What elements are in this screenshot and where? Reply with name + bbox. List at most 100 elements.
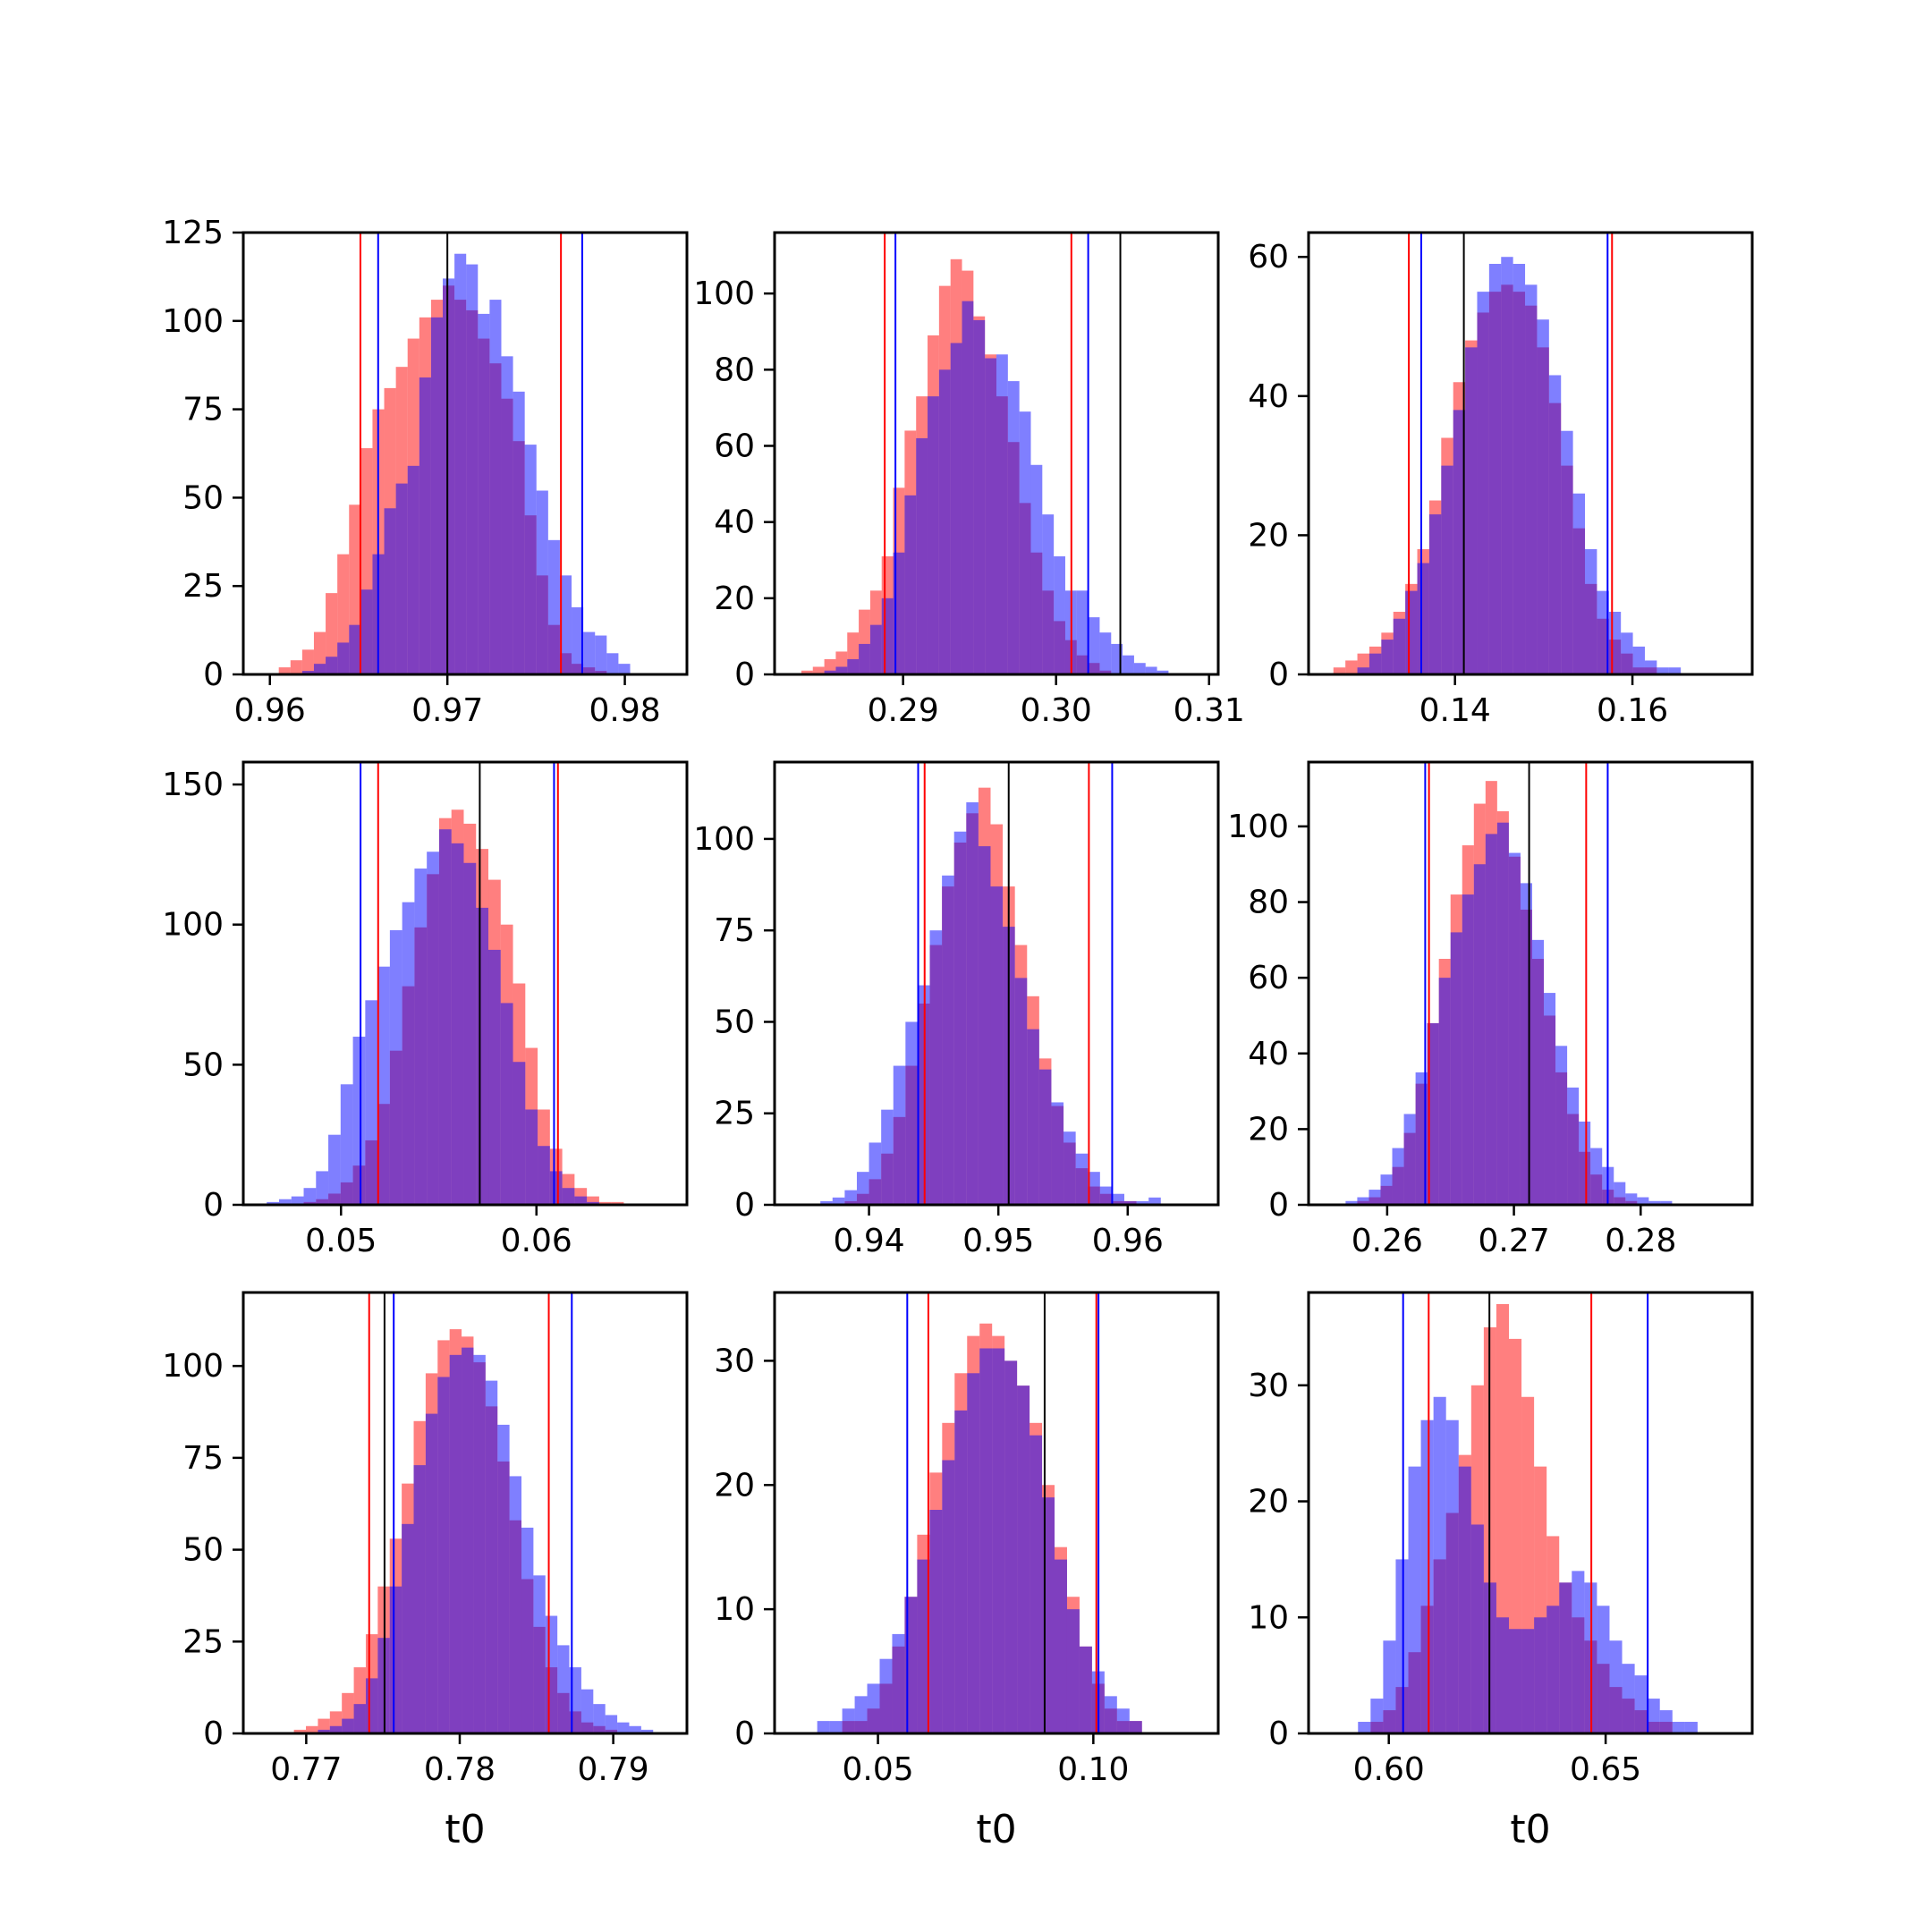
blue-histogram-bar bbox=[329, 1725, 343, 1733]
blue-histogram-bar bbox=[929, 930, 943, 1205]
x-tick-label: 0.10 bbox=[1057, 1751, 1129, 1788]
blue-histogram-bar bbox=[928, 396, 939, 674]
blue-histogram-bar bbox=[817, 1721, 830, 1733]
blue-histogram-bar bbox=[485, 1380, 498, 1733]
blue-histogram-bar bbox=[618, 664, 631, 674]
x-tick-label: 0.65 bbox=[1570, 1751, 1641, 1788]
blue-histogram-bar bbox=[1501, 257, 1513, 674]
x-tick-label: 0.06 bbox=[501, 1223, 572, 1259]
blue-histogram-bar bbox=[316, 1171, 329, 1205]
blue-histogram-bar bbox=[437, 1377, 450, 1733]
blue-histogram-bar bbox=[1525, 284, 1538, 674]
red-histogram-bar bbox=[598, 1201, 612, 1205]
blue-histogram-bar bbox=[985, 358, 996, 674]
blue-histogram-bar bbox=[1597, 1606, 1610, 1733]
blue-histogram-bar bbox=[869, 624, 882, 674]
blue-histogram-bar bbox=[389, 929, 402, 1205]
blue-histogram-bar bbox=[1358, 1722, 1371, 1733]
blue-histogram-bar bbox=[867, 1683, 880, 1733]
blue-histogram-bar bbox=[1054, 555, 1065, 674]
red-histogram-bar bbox=[301, 649, 314, 674]
blue-histogram-bar bbox=[869, 1142, 882, 1205]
y-tick-label: 25 bbox=[182, 1623, 224, 1660]
blue-histogram-bar bbox=[916, 437, 928, 674]
blue-histogram-bar bbox=[365, 1678, 378, 1734]
x-tick-label: 0.31 bbox=[1174, 692, 1245, 729]
blue-histogram-bar bbox=[1381, 640, 1394, 674]
blue-histogram-bar bbox=[842, 1708, 855, 1733]
red-histogram-bar bbox=[587, 1196, 599, 1205]
blue-histogram-bar bbox=[917, 985, 930, 1205]
blue-histogram-bar bbox=[953, 831, 967, 1205]
histogram-panel-8: 0.05 0.10 0 10 20 30 t0 bbox=[714, 1291, 1220, 1852]
blue-histogram-bar bbox=[395, 483, 408, 674]
y-tick-label: 100 bbox=[693, 821, 755, 858]
x-tick-label: 0.95 bbox=[962, 1223, 1034, 1259]
blue-histogram-bar bbox=[954, 1410, 968, 1733]
blue-histogram-bar bbox=[513, 1062, 526, 1205]
axes-frame bbox=[773, 231, 1220, 676]
blue-histogram-bar bbox=[413, 1465, 426, 1733]
y-tick-label: 0 bbox=[734, 1187, 755, 1224]
blue-histogram-bar bbox=[1148, 1197, 1161, 1205]
blue-histogram-bar bbox=[521, 1527, 534, 1733]
blue-histogram-bar bbox=[856, 1172, 869, 1205]
blue-histogram-bar bbox=[1357, 667, 1369, 674]
blue-histogram-bar bbox=[640, 1729, 654, 1733]
y-tick-label: 100 bbox=[162, 303, 224, 340]
y-tick-label: 75 bbox=[714, 912, 755, 949]
histogram-panel-9: 0.60 0.65 0 10 20 30 t0 bbox=[1248, 1291, 1754, 1852]
blue-histogram-bar bbox=[1124, 1200, 1137, 1205]
y-tick-label: 50 bbox=[714, 1004, 755, 1040]
x-tick-label: 0.05 bbox=[842, 1751, 913, 1788]
blue-series-bars bbox=[1358, 1396, 1698, 1733]
blue-histogram-bar bbox=[1544, 993, 1556, 1205]
histogram-panel-6: 0.26 0.27 0.28 0 20 40 60 80 100 bbox=[1227, 760, 1754, 1259]
blue-histogram-bar bbox=[1597, 590, 1609, 674]
blue-histogram-bar bbox=[1129, 1721, 1142, 1733]
blue-histogram-bar bbox=[1133, 663, 1146, 674]
blue-histogram-bar bbox=[595, 635, 607, 674]
blue-histogram-bar bbox=[1634, 1675, 1648, 1733]
blue-histogram-bar bbox=[1657, 667, 1669, 674]
blue-histogram-bar bbox=[929, 1510, 943, 1733]
y-tick-label: 40 bbox=[1248, 378, 1289, 415]
blue-histogram-bar bbox=[500, 1003, 513, 1205]
blue-histogram-bar bbox=[905, 1021, 918, 1205]
x-tick-label: 0.78 bbox=[424, 1751, 496, 1788]
histogram-panel-1: 0.96 0.97 0.98 0 25 50 75 100 125 bbox=[162, 215, 689, 729]
blue-histogram-bar bbox=[950, 343, 962, 674]
axes-frame bbox=[242, 1291, 689, 1735]
blue-histogram-bar bbox=[1572, 493, 1586, 674]
blue-histogram-bar bbox=[1513, 264, 1526, 674]
blue-histogram-bar bbox=[580, 1689, 594, 1733]
blue-histogram-bar bbox=[1112, 1193, 1125, 1205]
blue-histogram-bar bbox=[1357, 1197, 1369, 1205]
y-tick-label: 0 bbox=[203, 1187, 224, 1224]
y-tick-label: 50 bbox=[182, 1046, 224, 1083]
blue-histogram-bar bbox=[562, 1188, 575, 1205]
blue-histogram-bar bbox=[824, 670, 836, 674]
blue-histogram-bar bbox=[1383, 1640, 1396, 1733]
blue-histogram-bar bbox=[892, 1633, 905, 1733]
blue-histogram-bar bbox=[414, 869, 428, 1205]
red-histogram-bar bbox=[306, 1725, 318, 1733]
y-tick-label: 10 bbox=[1248, 1599, 1289, 1636]
x-tick-label: 0.96 bbox=[234, 692, 306, 729]
red-histogram-bar bbox=[611, 1201, 624, 1205]
blue-histogram-bar bbox=[384, 508, 396, 674]
blue-histogram-bar bbox=[278, 1199, 292, 1205]
y-tick-label: 80 bbox=[714, 352, 755, 388]
x-tick-label: 0.26 bbox=[1352, 1223, 1423, 1259]
blue-histogram-bar bbox=[1433, 1396, 1446, 1733]
blue-histogram-bar bbox=[352, 1037, 366, 1205]
blue-histogram-bar bbox=[1066, 1609, 1080, 1733]
blue-histogram-bar bbox=[473, 1354, 486, 1733]
blue-histogram-bar bbox=[1403, 1114, 1416, 1205]
blue-histogram-bar bbox=[606, 653, 619, 674]
blue-histogram-bar bbox=[1622, 1664, 1635, 1733]
x-tick-label: 0.29 bbox=[868, 692, 939, 729]
histogram-panel-2: 0.29 0.30 0.31 0 20 40 60 80 100 bbox=[693, 231, 1245, 729]
blue-histogram-bar bbox=[1014, 978, 1028, 1205]
axes-frame bbox=[1307, 231, 1754, 676]
